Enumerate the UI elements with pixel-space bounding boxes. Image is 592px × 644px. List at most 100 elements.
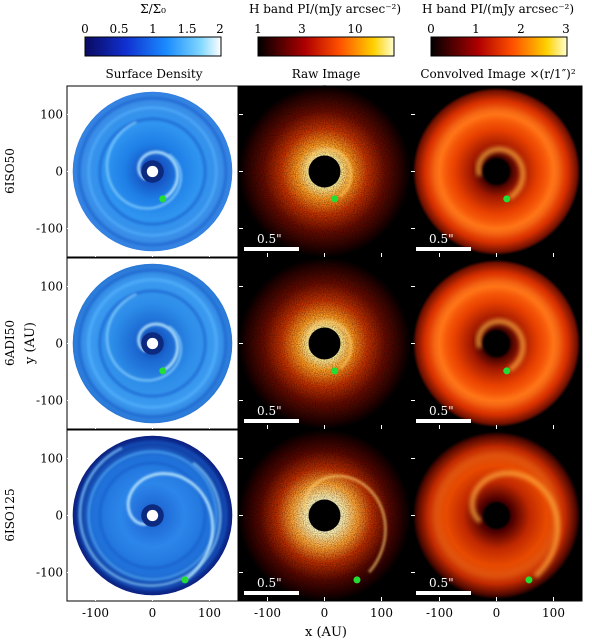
column-title: Convolved Image ×(r/1″)² xyxy=(420,67,576,81)
density-ring xyxy=(77,268,228,419)
colorbar-density: Σ/Σ₀ 0 0.5 1 1.5 2 xyxy=(81,2,224,57)
planet-marker xyxy=(331,367,339,375)
x-tick-label: 100 xyxy=(198,606,221,620)
raw-spiral-arm xyxy=(303,474,387,574)
panel-6ADI50-col2: 0.5" xyxy=(410,257,583,430)
planet-marker xyxy=(503,367,511,375)
column-titles: Surface Density Raw Image Convolved Imag… xyxy=(106,67,576,81)
colorbar-raw-title: H band PI/(mJy arcsec⁻²) xyxy=(249,2,401,16)
density-spiral-arm xyxy=(126,471,215,582)
planet-marker xyxy=(353,576,361,584)
panel-6ISO50-col1: 0.5" xyxy=(238,85,411,258)
convolved-ring xyxy=(433,280,560,407)
convolved-cavity xyxy=(482,329,511,358)
colorbar-density-tick: 1 xyxy=(149,22,157,36)
convolved-cavity xyxy=(482,157,511,186)
y-tick-labels: 100 0 -100 100 0 -100 100 0 -100 xyxy=(36,108,63,580)
inner-boundary xyxy=(146,337,159,350)
x-tick-label: 0 xyxy=(321,606,329,620)
x-tick-label: 0 xyxy=(493,606,501,620)
column-title: Surface Density xyxy=(106,67,203,81)
colorbar-convolved-tick: 0 xyxy=(427,22,435,36)
panel-6ISO50-col0 xyxy=(66,85,239,258)
y-tick-label: 100 xyxy=(40,452,63,466)
planet-marker xyxy=(503,195,511,203)
colorbar-raw-ticklabels: 1 3 10 xyxy=(254,22,362,36)
panel-6ISO125-col1: 0.5" xyxy=(238,429,411,602)
colorbar-convolved-tick: 1 xyxy=(472,22,480,36)
density-ring xyxy=(87,106,218,237)
panel-6ISO50-col2: 0.5" xyxy=(410,85,583,258)
column-title: Raw Image xyxy=(292,67,361,81)
colorbar-density-tick: 2 xyxy=(216,22,224,36)
colorbars: Σ/Σ₀ 0 0.5 1 1.5 2 H band PI/(mJy arcsec… xyxy=(81,2,574,57)
row-label: 6ADI50 xyxy=(3,320,17,366)
coronagraph-mask xyxy=(308,499,341,532)
convolved-cavity xyxy=(482,501,511,530)
x-tick-label: -100 xyxy=(426,606,453,620)
colorbar-raw: H band PI/(mJy arcsec⁻²) 1 3 10 xyxy=(249,2,401,57)
row-label: 6ISO50 xyxy=(3,148,17,194)
coronagraph-mask xyxy=(308,327,341,360)
colorbar-density-title: Σ/Σ₀ xyxy=(140,2,166,16)
x-tick-label: -100 xyxy=(82,606,109,620)
y-tick-label: 100 xyxy=(40,280,63,294)
y-tick-label: 0 xyxy=(55,337,63,351)
planet-marker xyxy=(331,195,339,203)
colorbar-convolved-tick: 2 xyxy=(517,22,525,36)
inner-boundary xyxy=(146,165,159,178)
panel-6ISO125-col0 xyxy=(66,429,239,602)
density-ring xyxy=(87,450,218,581)
coronagraph-mask xyxy=(308,155,341,188)
convolved-spiral-arm xyxy=(475,146,526,200)
row-label: 6ISO125 xyxy=(3,488,17,541)
scale-bar xyxy=(416,419,471,423)
colorbar-raw-tick: 3 xyxy=(298,22,306,36)
y-tick-label: -100 xyxy=(36,222,63,236)
density-ring xyxy=(98,289,207,398)
y-tick-label: -100 xyxy=(36,566,63,580)
raw-spiral-arm xyxy=(305,320,353,370)
colorbar-density-ticklabels: 0 0.5 1 1.5 2 xyxy=(81,22,224,36)
colorbar-convolved-title: H band PI/(mJy arcsec⁻²) xyxy=(422,2,574,16)
panel-6ISO125-col2: 0.5" xyxy=(410,429,583,602)
raw-spiral-arm xyxy=(305,148,353,198)
colorbar-density-tick: 1.5 xyxy=(177,22,196,36)
scale-bar xyxy=(416,247,471,251)
density-spiral-arm xyxy=(137,150,180,201)
colorbar-convolved: H band PI/(mJy arcsec⁻²) 0 1 2 3 xyxy=(422,2,574,57)
colorbar-raw-bar xyxy=(257,36,395,57)
planet-marker xyxy=(159,367,167,375)
density-spiral-arm xyxy=(78,446,222,587)
convolved-spiral-arm xyxy=(469,470,561,579)
density-spiral-arm xyxy=(137,322,180,373)
scale-bar-label: 0.5" xyxy=(429,232,454,246)
x-tick-label: -100 xyxy=(254,606,281,620)
colorbar-convolved-tick: 3 xyxy=(562,22,570,36)
colorbar-raw-tick: 10 xyxy=(347,22,362,36)
density-ring xyxy=(87,278,218,409)
scale-bar xyxy=(416,591,471,595)
scale-bar xyxy=(244,419,299,423)
colorbar-density-tick: 0 xyxy=(81,22,89,36)
scale-bar-label: 0.5" xyxy=(257,404,282,418)
colorbar-raw-tick: 1 xyxy=(254,22,262,36)
inner-boundary xyxy=(146,509,159,522)
density-ring xyxy=(77,96,228,247)
y-tick-label: 0 xyxy=(55,509,63,523)
colorbar-convolved-bar xyxy=(430,36,568,57)
y-tick-label: -100 xyxy=(36,394,63,408)
panel-grid: 0.5" 0.5" 0.5" 0.5" 0.5" 0.5" xyxy=(66,85,583,602)
scale-bar-label: 0.5" xyxy=(257,232,282,246)
convolved-spiral-arm xyxy=(475,318,526,372)
density-spiral-arm xyxy=(105,120,183,210)
y-tick-label: 0 xyxy=(55,165,63,179)
x-tick-label: 0 xyxy=(149,606,157,620)
colorbar-convolved-ticklabels: 0 1 2 3 xyxy=(427,22,570,36)
panel-6ADI50-col1: 0.5" xyxy=(238,257,411,430)
x-tick-label: 100 xyxy=(370,606,393,620)
row-labels: 6ISO50 6ADI50 6ISO125 xyxy=(3,148,17,542)
scale-bar-label: 0.5" xyxy=(429,404,454,418)
x-axis-label: x (AU) xyxy=(305,625,347,640)
y-axis-label: y (AU) xyxy=(23,322,38,365)
